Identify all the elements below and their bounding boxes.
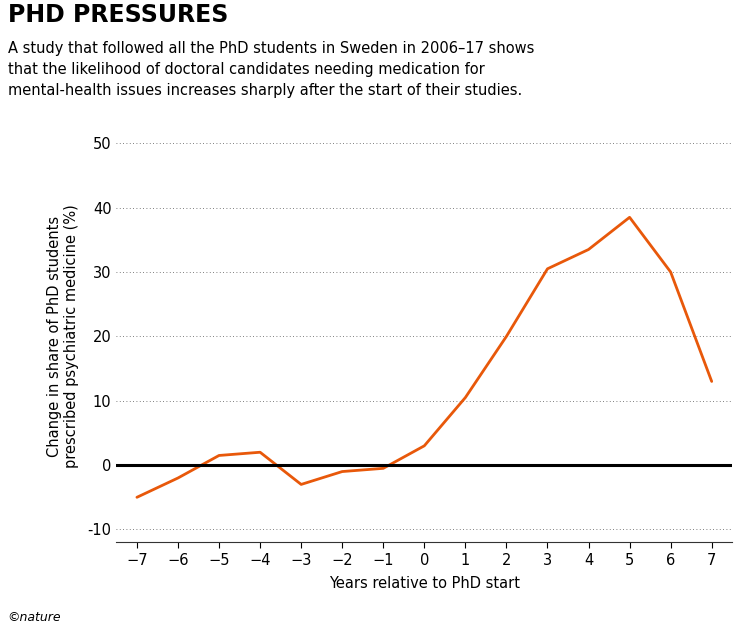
Text: PHD PRESSURES: PHD PRESSURES <box>8 3 228 27</box>
Text: A study that followed all the PhD students in Sweden in 2006–17 shows
that the l: A study that followed all the PhD studen… <box>8 41 534 98</box>
X-axis label: Years relative to PhD start: Years relative to PhD start <box>329 576 520 591</box>
Text: ©nature: ©nature <box>8 611 61 624</box>
Y-axis label: Change in share of PhD students
prescribed psychiatric medicine (%): Change in share of PhD students prescrib… <box>47 204 79 468</box>
